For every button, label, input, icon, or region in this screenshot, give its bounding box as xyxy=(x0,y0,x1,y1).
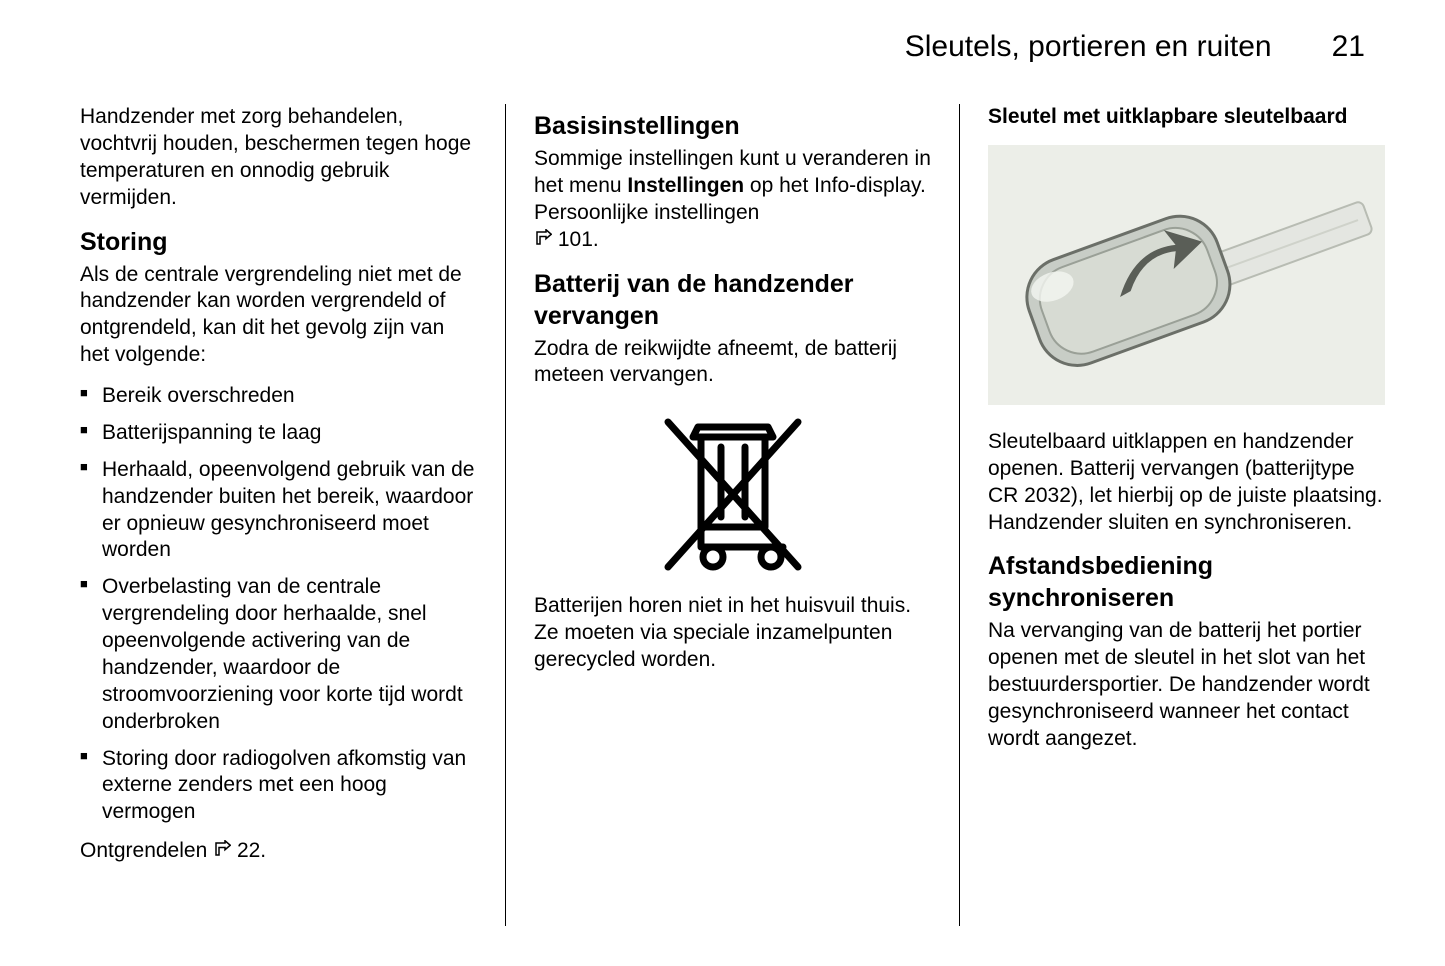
list-item: Batterijspanning te laag xyxy=(80,420,477,447)
sync-text: Na vervanging van de batterij het portie… xyxy=(988,618,1385,752)
list-item: Storing door radiogolven afkomstig van e… xyxy=(80,746,477,827)
key-text: Sleutelbaard uitklappen en handzender op… xyxy=(988,429,1385,537)
unlock-reference: Ontgrendelen 22. xyxy=(80,838,477,865)
basis-heading: Basisinstellingen xyxy=(534,110,931,142)
storing-causes-list: Bereik overschreden Batterijspanning te … xyxy=(80,383,477,826)
key-fob-illustration xyxy=(988,145,1385,405)
battery-text: Zodra de reikwijdte afneemt, de batterij… xyxy=(534,336,931,390)
reference-arrow-icon xyxy=(213,840,231,865)
battery-heading: Batterij van de handzender vervangen xyxy=(534,268,931,332)
intro-paragraph: Handzender met zorg behandelen, vochtvri… xyxy=(80,104,477,212)
no-trash-bin-icon xyxy=(534,407,931,577)
list-item: Bereik overschreden xyxy=(80,383,477,410)
column-3: Sleutel met uitklapbare sleutelbaard xyxy=(960,104,1385,926)
sync-heading: Afstandsbediening synchroniseren xyxy=(988,550,1385,614)
reference-arrow-icon xyxy=(534,229,552,254)
list-item: Herhaald, opeenvolgend gebruik van de ha… xyxy=(80,457,477,565)
manual-page: Sleutels, portieren en ruiten 21 Handzen… xyxy=(0,0,1445,966)
column-2: Basisinstellingen Sommige instellingen k… xyxy=(506,104,960,926)
list-item: Overbelasting van de centrale vergrendel… xyxy=(80,574,477,735)
basis-ref-page: 101. xyxy=(558,228,599,251)
page-number: 21 xyxy=(1332,30,1365,64)
content-columns: Handzender met zorg behandelen, vochtvri… xyxy=(80,104,1385,926)
chapter-title: Sleutels, portieren en ruiten xyxy=(905,30,1272,64)
page-header: Sleutels, portieren en ruiten 21 xyxy=(80,30,1385,64)
basis-paragraph: Sommige instellingen kunt u veranderen i… xyxy=(534,146,931,254)
key-heading: Sleutel met uitklapbare sleutelbaard xyxy=(988,104,1385,131)
storing-heading: Storing xyxy=(80,226,477,258)
basis-text-bold: Instellingen xyxy=(627,174,744,197)
column-1: Handzender met zorg behandelen, vochtvri… xyxy=(80,104,506,926)
unlock-ref-label: Ontgrendelen xyxy=(80,839,207,862)
recycle-text: Batterijen horen niet in het huisvuil th… xyxy=(534,593,931,674)
storing-intro: Als de centrale vergrendeling niet met d… xyxy=(80,262,477,370)
unlock-ref-page: 22. xyxy=(237,839,266,862)
